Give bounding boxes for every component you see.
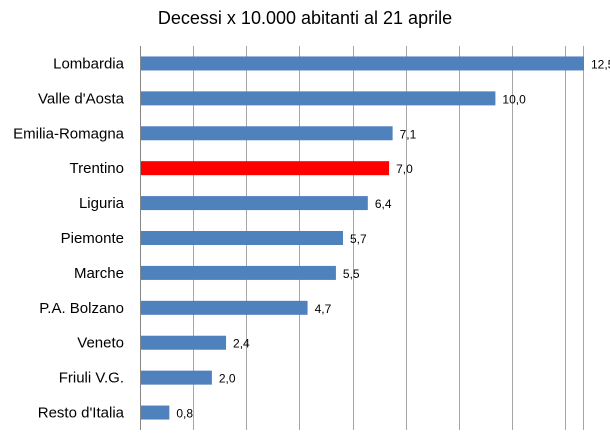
data-label: 6,4 xyxy=(375,197,392,211)
bar xyxy=(141,91,496,106)
chart-title: Decessi x 10.000 abitanti al 21 aprile xyxy=(158,8,452,28)
category-label: Trentino xyxy=(70,160,124,177)
data-label: 7,1 xyxy=(400,127,417,141)
bar xyxy=(141,300,308,315)
category-label: Marche xyxy=(74,265,124,282)
bar xyxy=(141,161,390,176)
category-label: Lombardia xyxy=(53,55,125,72)
data-label: 12,5 xyxy=(591,57,610,71)
bar xyxy=(141,265,336,280)
data-labels: 12,5 10,0 7,1 7,0 6,4 5,7 5,5 4,7 2,4 2,0 0,8 xyxy=(176,57,610,420)
bar xyxy=(141,370,212,385)
data-label: 7,0 xyxy=(396,162,413,176)
bar xyxy=(141,335,227,350)
category-label: Piemonte xyxy=(61,230,124,247)
bar xyxy=(141,126,393,141)
gridlines xyxy=(140,46,584,430)
data-label: 5,7 xyxy=(350,232,367,246)
category-label: Friuli V.G. xyxy=(59,370,124,387)
data-label: 5,5 xyxy=(343,267,360,281)
data-label: 0,8 xyxy=(176,407,193,421)
data-label: 2,0 xyxy=(219,372,236,386)
category-label: Emilia-Romagna xyxy=(13,125,125,142)
category-label: Veneto xyxy=(77,335,124,352)
bars xyxy=(141,56,584,420)
bar xyxy=(141,56,584,71)
bar xyxy=(141,405,170,420)
data-label: 4,7 xyxy=(315,302,332,316)
category-label: P.A. Bolzano xyxy=(39,300,124,317)
category-labels: Lombardia Valle d'Aosta Emilia-Romagna Tren… xyxy=(13,55,125,421)
category-label: Valle d'Aosta xyxy=(38,90,125,107)
bar xyxy=(141,231,344,245)
category-label: Liguria xyxy=(79,195,125,212)
data-label: 2,4 xyxy=(233,337,250,351)
bar xyxy=(141,196,368,211)
data-label: 10,0 xyxy=(502,92,526,106)
category-label: Resto d'Italia xyxy=(38,405,125,422)
